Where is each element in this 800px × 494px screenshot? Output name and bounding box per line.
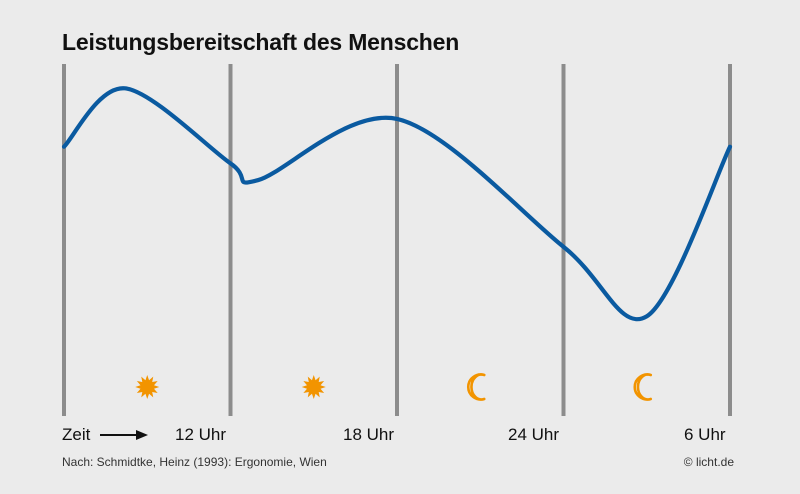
x-tick-label: 12 Uhr [175,425,227,444]
x-tick-label: 24 Uhr [508,425,560,444]
x-tick-label: 6 Uhr [684,425,726,444]
arrow-right-icon [100,430,148,440]
x-tick-label: 18 Uhr [343,425,395,444]
page-title: Leistungsbereitschaft des Menschen [62,29,460,55]
copyright-note: © licht.de [683,455,734,469]
time-dividers [62,64,732,416]
sun-icon [135,375,160,399]
source-note: Nach: Schmidtke, Heinz (1993): Ergonomie… [62,455,327,469]
performance-curve [61,86,733,322]
moon-icon [633,373,653,401]
moon-icon [466,373,486,401]
x-axis-label: Zeit [62,425,91,444]
sun-icon [301,375,326,399]
period-icons [135,373,653,401]
